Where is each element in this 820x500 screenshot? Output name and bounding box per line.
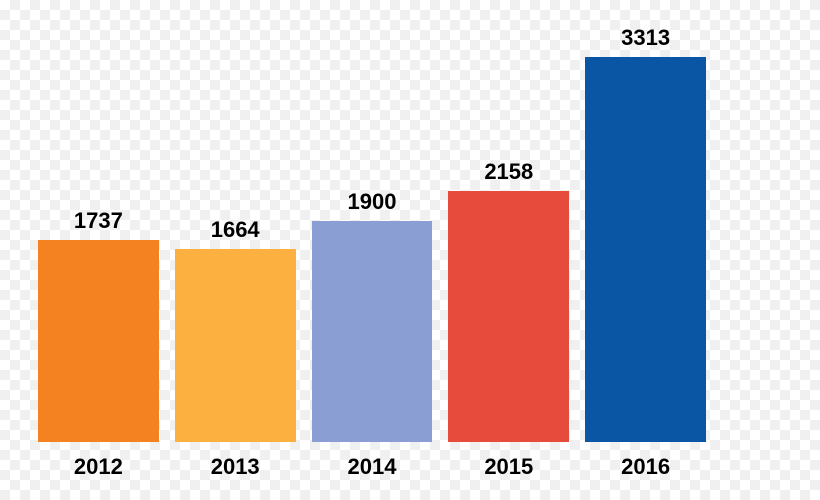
bar-value-label: 1900 xyxy=(348,189,397,215)
bar-group-2012: 1737 xyxy=(38,20,159,442)
bar-group-2013: 1664 xyxy=(175,20,296,442)
bar-value-label: 1737 xyxy=(74,208,123,234)
bar-value-label: 3313 xyxy=(621,25,670,51)
x-axis-label: 2016 xyxy=(585,454,706,480)
bar-value-label: 2158 xyxy=(484,159,533,185)
x-axis-labels: 2012 2013 2014 2015 2016 xyxy=(38,454,706,480)
x-axis-label: 2015 xyxy=(448,454,569,480)
x-axis-label: 2012 xyxy=(38,454,159,480)
bar xyxy=(312,221,433,442)
bar-value-label: 1664 xyxy=(211,217,260,243)
bar xyxy=(175,249,296,442)
bar xyxy=(38,240,159,442)
bar xyxy=(585,57,706,442)
bar-group-2014: 1900 xyxy=(312,20,433,442)
chart-body: 1737 1664 1900 2158 3313 xyxy=(38,20,706,444)
bar-group-2016: 3313 xyxy=(585,20,706,442)
x-axis-label: 2014 xyxy=(312,454,433,480)
bar-chart: 17371664190021583313 2012201320142015201… xyxy=(38,20,706,480)
bar-group-2015: 2158 xyxy=(448,20,569,442)
bar xyxy=(448,191,569,442)
x-axis-label: 2013 xyxy=(175,454,296,480)
